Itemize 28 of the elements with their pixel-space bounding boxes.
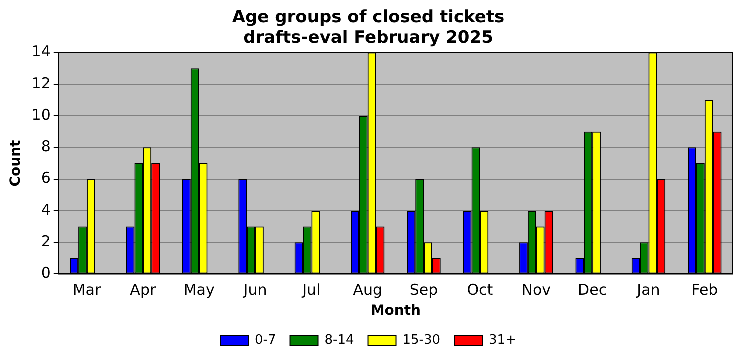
x-tick-label: Oct xyxy=(467,281,494,300)
y-tick-label: 12 xyxy=(32,74,51,92)
y-tick-label: 6 xyxy=(41,169,51,188)
x-tick-label: Nov xyxy=(522,281,552,300)
x-tick-label: Jun xyxy=(242,281,268,300)
y-tick-label: 8 xyxy=(41,138,51,156)
x-tick-label: Jul xyxy=(302,281,321,300)
legend-label: 15-30 xyxy=(402,332,441,348)
x-tick-label: Apr xyxy=(130,281,157,300)
x-tick-label: Jan xyxy=(636,281,660,300)
x-tick-label: Dec xyxy=(578,281,608,300)
legend-label: 31+ xyxy=(489,332,516,348)
legend-label: 0-7 xyxy=(255,332,276,348)
y-tick-label: 14 xyxy=(32,42,51,61)
y-axis-title: Count xyxy=(8,140,24,187)
x-tick-label: Aug xyxy=(353,281,383,300)
x-tick-label: Mar xyxy=(72,281,102,300)
x-tick-label: Sep xyxy=(410,281,438,300)
legend-label: 8-14 xyxy=(324,332,354,348)
y-tick-label: 2 xyxy=(41,232,51,250)
y-tick-label: 10 xyxy=(32,106,51,124)
x-tick-label: May xyxy=(184,281,215,300)
y-tick-label: 4 xyxy=(41,200,51,219)
y-tick-label: 0 xyxy=(41,264,51,282)
x-tick-label: Feb xyxy=(692,281,718,300)
chart-title: Age groups of closed tickets xyxy=(232,8,505,28)
chart-subtitle: drafts-eval February 2025 xyxy=(244,28,494,48)
x-axis-title: Month xyxy=(370,303,422,320)
